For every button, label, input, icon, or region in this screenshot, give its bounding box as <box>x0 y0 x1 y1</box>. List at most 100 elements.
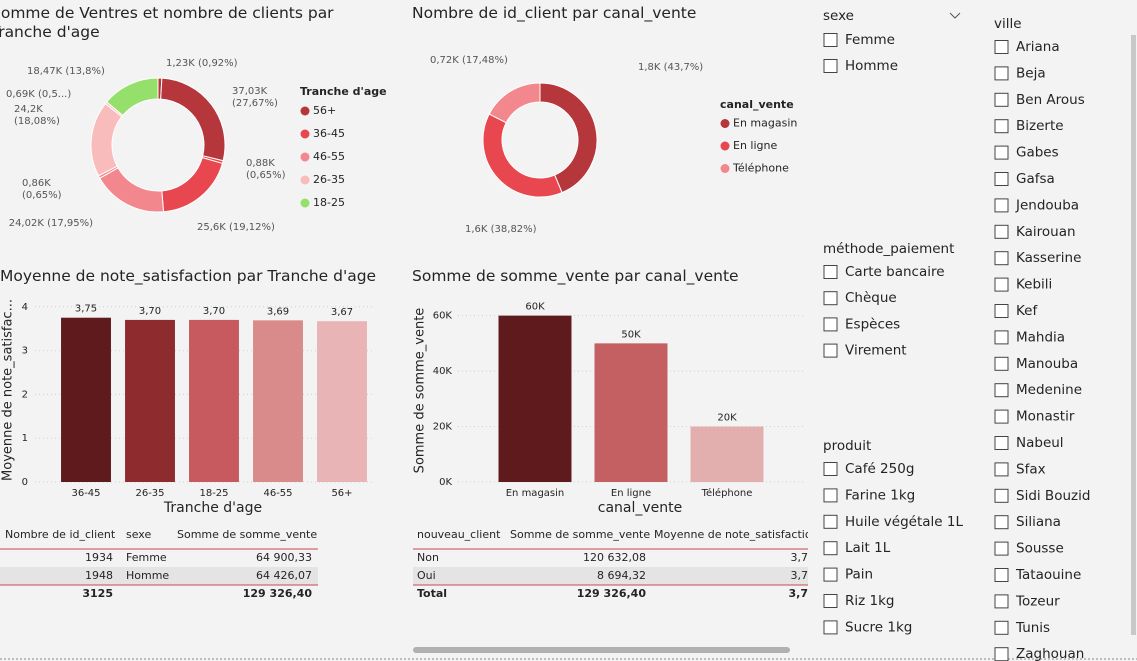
checkbox[interactable] <box>994 66 1009 81</box>
checkbox[interactable] <box>994 409 1009 424</box>
checkbox[interactable] <box>994 462 1009 477</box>
x-tick-label: En magasin <box>506 488 565 499</box>
checkbox[interactable] <box>994 224 1009 239</box>
checkbox[interactable] <box>823 488 838 503</box>
slicer-item[interactable]: Medenine <box>1016 382 1082 398</box>
slicer-item[interactable]: Sucre 1kg <box>845 619 912 635</box>
donut-slice <box>161 157 224 213</box>
checkbox[interactable] <box>823 541 838 556</box>
checkbox[interactable] <box>994 594 1009 609</box>
slicer-item[interactable]: Café 250g <box>845 461 914 477</box>
table-header: nouveau_client <box>417 528 501 541</box>
checkbox[interactable] <box>994 304 1009 318</box>
checkbox[interactable] <box>823 620 838 635</box>
slicer-item[interactable]: Bizerte <box>1016 118 1064 134</box>
total-cell: 129 326,40 <box>243 587 313 600</box>
checkbox[interactable] <box>994 145 1009 160</box>
horizontal-scrollbar[interactable] <box>413 647 790 653</box>
slicer-item[interactable]: Gafsa <box>1016 171 1055 187</box>
checkbox[interactable] <box>994 568 1009 582</box>
slicer-item[interactable]: Tozeur <box>1015 593 1060 609</box>
slicer-item[interactable]: Mahdia <box>1016 329 1065 345</box>
slicer-item[interactable]: Gabes <box>1016 145 1059 161</box>
slicer-item[interactable]: Monastir <box>1016 409 1075 425</box>
slicer-item[interactable]: Riz 1kg <box>845 593 895 609</box>
checkbox[interactable] <box>823 567 838 582</box>
checkbox[interactable] <box>823 59 838 73</box>
data-label: 20K <box>717 413 737 424</box>
total-cell: 3,7 <box>789 587 809 600</box>
checkbox[interactable] <box>823 594 838 608</box>
slicer-item[interactable]: Farine 1kg <box>845 487 915 503</box>
table-cell: 3,7 <box>791 551 809 564</box>
data-label: 0,88K (0,65%) <box>246 158 286 181</box>
data-label: 50K <box>621 329 641 340</box>
checkbox[interactable] <box>994 198 1009 213</box>
slicer-item[interactable]: Beja <box>1016 65 1046 81</box>
slicer-item[interactable]: Sousse <box>1016 541 1064 557</box>
checkbox[interactable] <box>823 317 838 332</box>
checkbox[interactable] <box>823 291 838 306</box>
data-label: 1,6K (38,82%) <box>465 224 537 235</box>
checkbox[interactable] <box>994 251 1009 266</box>
checkbox[interactable] <box>994 119 1009 134</box>
slicer-item[interactable]: Jendouba <box>1015 197 1079 213</box>
chart-title: Nombre de id_client par canal_vente <box>412 4 697 22</box>
slicer-item[interactable]: Pain <box>845 567 873 583</box>
checkbox[interactable] <box>994 356 1009 371</box>
slicer-item[interactable]: Sidi Bouzid <box>1016 488 1090 504</box>
legend-label: 36-45 <box>313 127 345 140</box>
checkbox[interactable] <box>994 488 1009 503</box>
dropdown-chevron[interactable] <box>949 12 961 19</box>
checkbox[interactable] <box>994 515 1009 530</box>
slicer-title: produit <box>823 438 871 454</box>
slicer-item[interactable]: Ariana <box>1016 39 1060 55</box>
x-tick-label: 26-35 <box>135 488 164 499</box>
checkbox[interactable] <box>994 277 1009 292</box>
slicer-item[interactable]: Manouba <box>1016 356 1078 372</box>
bar <box>61 317 111 482</box>
slicer-item[interactable]: Chèque <box>845 290 897 306</box>
checkbox[interactable] <box>823 343 838 358</box>
checkbox[interactable] <box>994 647 1009 661</box>
table-cell: Homme <box>126 569 169 582</box>
checkbox[interactable] <box>994 541 1009 556</box>
slicer-item[interactable]: Huile végétale 1L <box>845 514 963 530</box>
slicer-item[interactable]: Sfax <box>1016 461 1046 477</box>
slicer-item[interactable]: Kef <box>1016 303 1038 319</box>
slicer-item[interactable]: Carte bancaire <box>845 264 945 280</box>
slicer-item[interactable]: Ben Arous <box>1016 92 1085 108</box>
slicer-item[interactable]: Virement <box>845 343 907 359</box>
y-tick-label: 40K <box>433 366 453 377</box>
checkbox[interactable] <box>994 40 1009 54</box>
y-tick-label: 60K <box>433 311 453 322</box>
checkbox[interactable] <box>823 33 838 47</box>
slicer-item[interactable]: Homme <box>845 58 898 74</box>
legend-marker <box>720 141 730 151</box>
checkbox[interactable] <box>994 436 1009 450</box>
slicer-item[interactable]: Kebili <box>1016 277 1052 293</box>
slicer-item[interactable]: Kairouan <box>1016 224 1076 240</box>
slicer-item[interactable]: Lait 1L <box>845 540 891 556</box>
slicer-item[interactable]: Tataouine <box>1015 567 1081 583</box>
checkbox[interactable] <box>994 330 1009 345</box>
checkbox[interactable] <box>994 620 1009 635</box>
y-tick-label: 4 <box>22 302 28 313</box>
checkbox[interactable] <box>994 383 1009 398</box>
slicer-item[interactable]: Femme <box>845 32 895 48</box>
y-axis-title: Somme de somme_vente <box>413 308 428 474</box>
table-cell: 64 900,33 <box>256 551 312 564</box>
slicer-item[interactable]: Espèces <box>845 316 900 332</box>
checkbox[interactable] <box>823 514 838 529</box>
vertical-scrollbar[interactable] <box>1131 35 1136 635</box>
checkbox[interactable] <box>823 265 838 279</box>
checkbox[interactable] <box>823 462 838 476</box>
checkbox[interactable] <box>994 92 1009 107</box>
slicer-item[interactable]: Zaghouan <box>1016 646 1084 661</box>
slicer-item[interactable]: Tunis <box>1015 620 1050 636</box>
slicer-item[interactable]: Kasserine <box>1016 250 1081 266</box>
slicer-item[interactable]: Nabeul <box>1016 435 1064 451</box>
checkbox[interactable] <box>994 172 1009 186</box>
donut-slice <box>488 82 541 124</box>
slicer-item[interactable]: Siliana <box>1016 514 1061 530</box>
